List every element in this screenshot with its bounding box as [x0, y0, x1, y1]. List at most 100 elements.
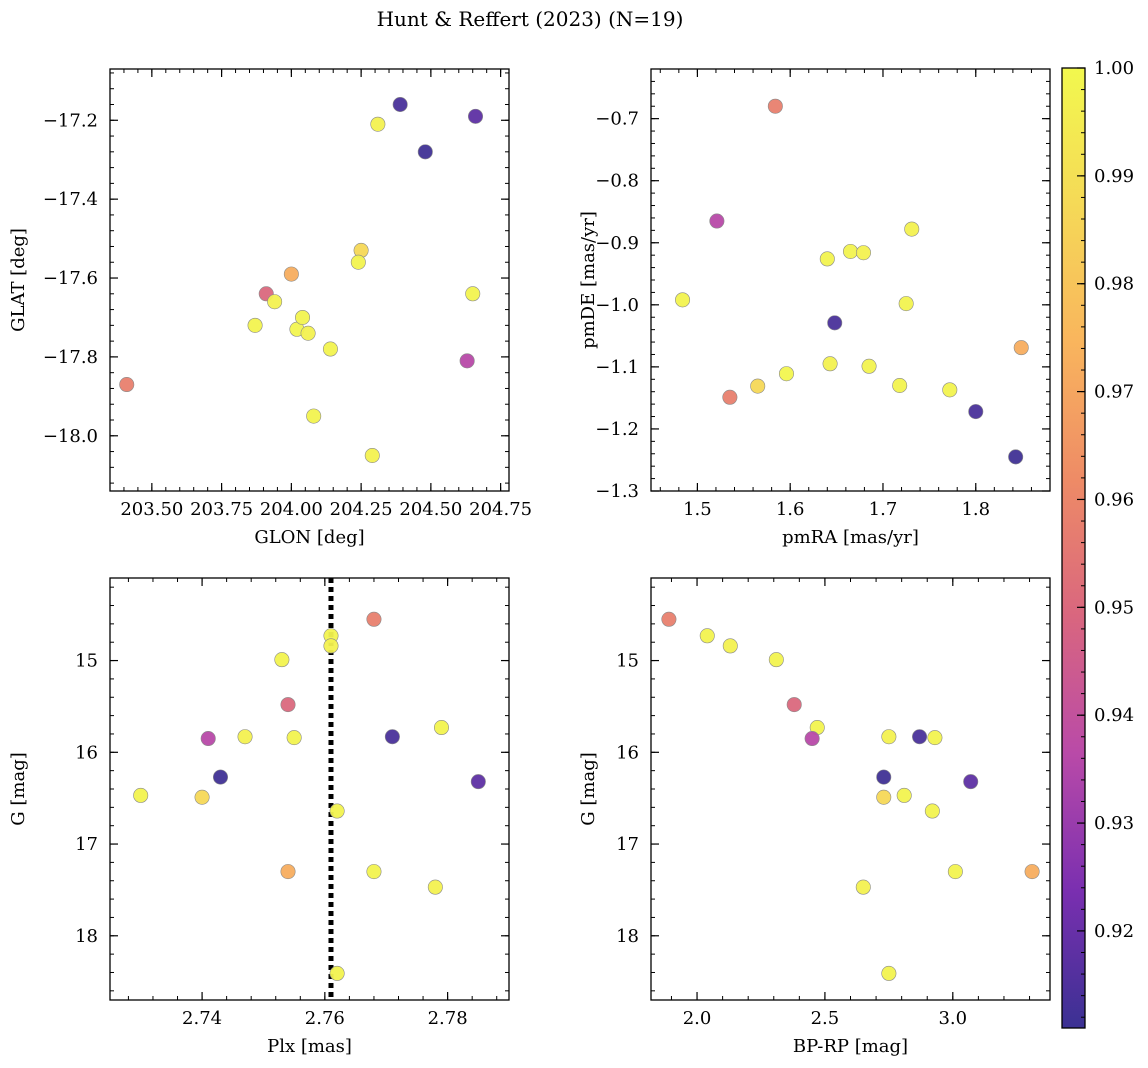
- y-tick-label: −17.2: [43, 110, 98, 131]
- colorbar-tick-label: 0.96: [1094, 489, 1134, 510]
- panel-glon-glat: 203.50 203.75 204.00 204.25 204.50 204.75 −17.…: [8, 68, 532, 548]
- data-point: [722, 638, 738, 654]
- data-point: [767, 98, 783, 114]
- colorbar-tick-label: 1.00: [1094, 58, 1134, 79]
- y-tick-label: 18: [616, 926, 639, 947]
- data-point: [822, 356, 838, 372]
- data-point: [133, 787, 149, 803]
- x-axis-label: pmRA [mas/yr]: [782, 527, 919, 548]
- y-tick-label: 16: [616, 742, 639, 763]
- data-point: [370, 116, 386, 132]
- x-tick-label: 2.0: [683, 1008, 712, 1029]
- y-tick-label: 16: [75, 742, 98, 763]
- data-point: [786, 697, 802, 713]
- data-point: [661, 611, 677, 627]
- colorbar-tick-label: 0.92: [1094, 921, 1134, 942]
- data-point: [819, 251, 835, 267]
- y-tick-label: −0.9: [595, 233, 639, 254]
- data-point: [194, 789, 210, 805]
- data-point: [280, 864, 296, 880]
- data-point: [675, 292, 691, 308]
- data-point: [722, 389, 738, 405]
- data-point: [924, 803, 940, 819]
- x-tick-label: 204.50: [399, 499, 462, 520]
- data-point: [306, 408, 322, 424]
- y-tick-label: −17.6: [43, 268, 98, 289]
- panel-color-g: 2.0 2.5 3.0 15 16 17 18 BP-RP [mag] G [mag]: [578, 577, 1051, 1057]
- data-point: [468, 108, 484, 124]
- data-point: [119, 377, 135, 393]
- y-tick-label: 17: [75, 834, 98, 855]
- x-axis-label: BP-RP [mag]: [793, 1036, 908, 1057]
- y-tick-label: −17.8: [43, 347, 98, 368]
- x-tick-label: 2.76: [305, 1008, 345, 1029]
- data-point: [322, 341, 338, 357]
- data-point: [876, 789, 892, 805]
- x-tick-label: 2.5: [811, 1008, 840, 1029]
- figure-title: Hunt & Reffert (2023) (N=19): [377, 7, 684, 31]
- axes-frame: [109, 577, 510, 1001]
- data-point: [927, 730, 943, 746]
- x-tick-label: 2.78: [428, 1008, 468, 1029]
- y-tick-label: 17: [616, 834, 639, 855]
- data-point: [699, 628, 715, 644]
- data-point: [470, 774, 486, 790]
- data-point: [366, 611, 382, 627]
- x-tick-label: 2.74: [182, 1008, 222, 1029]
- y-tick-label: −0.7: [595, 109, 639, 130]
- data-point: [465, 286, 481, 302]
- colorbar-tick-label: 0.94: [1094, 705, 1134, 726]
- data-point: [947, 864, 963, 880]
- colorbar-tick-label: 0.93: [1094, 813, 1134, 834]
- y-tick-label: −1.3: [595, 481, 639, 502]
- data-point: [295, 309, 311, 325]
- data-point: [329, 803, 345, 819]
- data-point: [267, 294, 283, 310]
- data-point: [778, 366, 794, 382]
- data-point: [855, 245, 871, 261]
- data-point: [200, 731, 216, 747]
- x-axis-label: Plx [mas]: [267, 1036, 352, 1057]
- data-point: [912, 729, 928, 745]
- y-tick-label: −18.0: [43, 426, 98, 447]
- data-point: [896, 787, 912, 803]
- y-tick-label: 15: [75, 651, 98, 672]
- data-point: [750, 378, 766, 394]
- colorbar-tick-label: 0.99: [1094, 166, 1134, 187]
- data-point: [286, 730, 302, 746]
- y-tick-label: −1.0: [595, 295, 639, 316]
- data-point: [1008, 449, 1024, 465]
- data-point: [827, 315, 843, 331]
- x-tick-label: 204.00: [260, 499, 323, 520]
- data-point: [876, 769, 892, 785]
- x-tick-label: 204.75: [469, 499, 532, 520]
- axes-frame: [650, 68, 1051, 492]
- y-axis-label: G [mag]: [578, 752, 599, 825]
- data-point: [892, 377, 908, 393]
- data-point: [274, 652, 290, 668]
- x-tick-label: 3.0: [938, 1008, 967, 1029]
- data-point: [459, 353, 475, 369]
- data-point: [861, 358, 877, 374]
- data-point: [855, 879, 871, 895]
- colorbar-tick-label: 0.97: [1094, 382, 1134, 403]
- data-point: [768, 652, 784, 668]
- x-axis-label: GLON [deg]: [254, 527, 364, 548]
- y-tick-label: −0.8: [595, 171, 639, 192]
- y-tick-label: 18: [75, 926, 98, 947]
- data-point: [842, 243, 858, 259]
- panel-pm: 1.5 1.6 1.7 1.8 −0.7 −0.8 −0.9 −1.0 −1.1 −1.2 −1.3…: [578, 68, 1051, 548]
- x-tick-label: 1.6: [776, 499, 805, 520]
- y-tick-label: −1.2: [595, 419, 639, 440]
- data-point: [300, 325, 316, 341]
- colorbar-gradient: [1061, 67, 1086, 1029]
- y-tick-label: 15: [616, 651, 639, 672]
- axes-frame: [109, 68, 510, 492]
- data-point: [968, 404, 984, 420]
- data-point: [392, 96, 408, 112]
- data-point: [364, 448, 380, 464]
- colorbar-tick-label: 0.98: [1094, 274, 1134, 295]
- y-tick-label: −1.1: [595, 357, 639, 378]
- panel-plx-g: 2.74 2.76 2.78 15 16 17 18 Plx [mas] G [mag]: [8, 577, 510, 1057]
